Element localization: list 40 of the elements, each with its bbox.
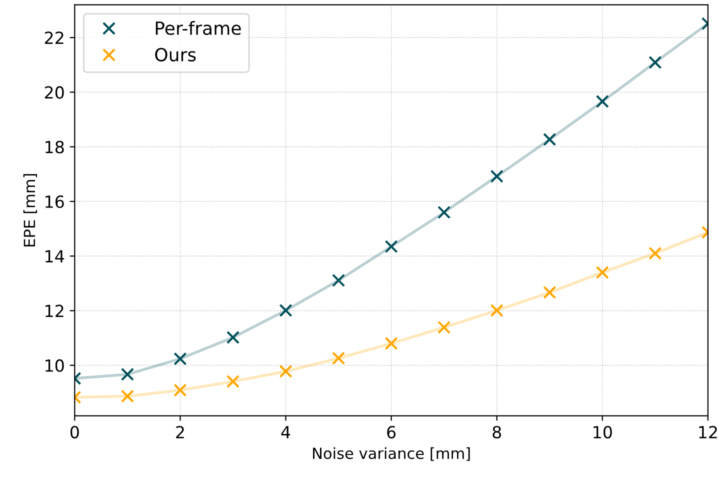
y-tick-label: 16 bbox=[46, 195, 64, 208]
point bbox=[648, 246, 662, 260]
point bbox=[543, 132, 556, 146]
point bbox=[332, 274, 346, 287]
point bbox=[437, 206, 451, 219]
point bbox=[437, 320, 451, 334]
y-tick-label: 12 bbox=[46, 304, 64, 318]
y-tick-label: 18 bbox=[46, 140, 64, 154]
point bbox=[120, 368, 134, 381]
point bbox=[226, 330, 240, 344]
legend-label: Ours bbox=[155, 48, 196, 62]
point bbox=[490, 304, 504, 318]
point bbox=[596, 266, 609, 280]
point bbox=[174, 352, 187, 366]
x-tick-label: 0 bbox=[70, 426, 79, 438]
point bbox=[332, 352, 346, 365]
x-tick-label: 12 bbox=[699, 426, 717, 438]
y-tick-label: 20 bbox=[44, 86, 64, 99]
point bbox=[490, 170, 504, 183]
x-tick-label: 10 bbox=[594, 426, 612, 438]
x-tick-label: 6 bbox=[387, 426, 396, 438]
point bbox=[226, 374, 240, 388]
point bbox=[384, 240, 398, 254]
y-tick-label: 10 bbox=[46, 359, 64, 372]
point bbox=[174, 384, 187, 397]
point bbox=[648, 56, 662, 70]
point bbox=[543, 286, 556, 299]
legend-label: Per-frame bbox=[156, 21, 241, 36]
y-axis-title: EPE [mm] bbox=[23, 174, 38, 246]
point bbox=[279, 304, 292, 318]
x-tick-label: 2 bbox=[176, 426, 184, 438]
x-axis-title: Noise variance [mm] bbox=[313, 447, 470, 461]
point bbox=[279, 364, 292, 378]
x-tick-label: 8 bbox=[492, 426, 502, 438]
y-tick-label: 22 bbox=[44, 32, 64, 44]
x-tick-label: 4 bbox=[281, 426, 290, 438]
point bbox=[596, 94, 609, 108]
point bbox=[384, 336, 398, 350]
point bbox=[120, 390, 134, 403]
y-tick-label: 14 bbox=[46, 250, 64, 262]
